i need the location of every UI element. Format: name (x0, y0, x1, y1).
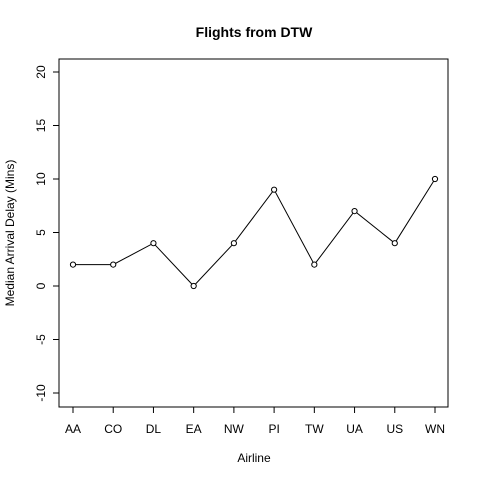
data-point (391, 240, 398, 247)
y-tick-label: 10 (34, 172, 48, 186)
data-point (271, 186, 278, 193)
x-tick-label: AA (65, 422, 81, 436)
series-line (73, 178, 436, 287)
data-point (351, 208, 358, 215)
y-tick-label: -5 (34, 334, 48, 345)
x-tick-label: WN (425, 422, 445, 436)
data-point (230, 240, 237, 247)
x-tick-label: DL (146, 422, 162, 436)
data-point (190, 282, 197, 290)
data-point (150, 240, 157, 247)
y-axis-label: Median Arrival Delay (Mins) (3, 160, 17, 307)
x-tick-label: UA (346, 422, 363, 436)
x-tick-label: NW (224, 422, 245, 436)
y-tick-label: 0 (34, 282, 48, 289)
x-axis: AA CO DL EA NW PI TW UA US WN (65, 406, 445, 436)
data-point (69, 261, 77, 268)
x-tick-label: PI (268, 422, 279, 436)
data-point (110, 261, 117, 268)
data-points (69, 175, 439, 290)
y-tick-label: 5 (34, 229, 48, 236)
y-tick-label: 20 (34, 65, 48, 79)
x-tick-label: US (386, 422, 403, 436)
data-point (431, 175, 439, 183)
x-tick-label: CO (104, 422, 122, 436)
chart-title: Flights from DTW (196, 24, 313, 40)
x-tick-label: EA (186, 422, 202, 436)
y-axis: -10 -5 0 5 10 15 20 (34, 65, 60, 402)
x-tick-label: TW (305, 422, 324, 436)
x-axis-label: Airline (237, 451, 271, 465)
y-tick-label: 15 (34, 119, 48, 133)
data-point (311, 261, 318, 268)
plot-frame (58, 58, 449, 408)
y-tick-label: -10 (34, 384, 48, 402)
